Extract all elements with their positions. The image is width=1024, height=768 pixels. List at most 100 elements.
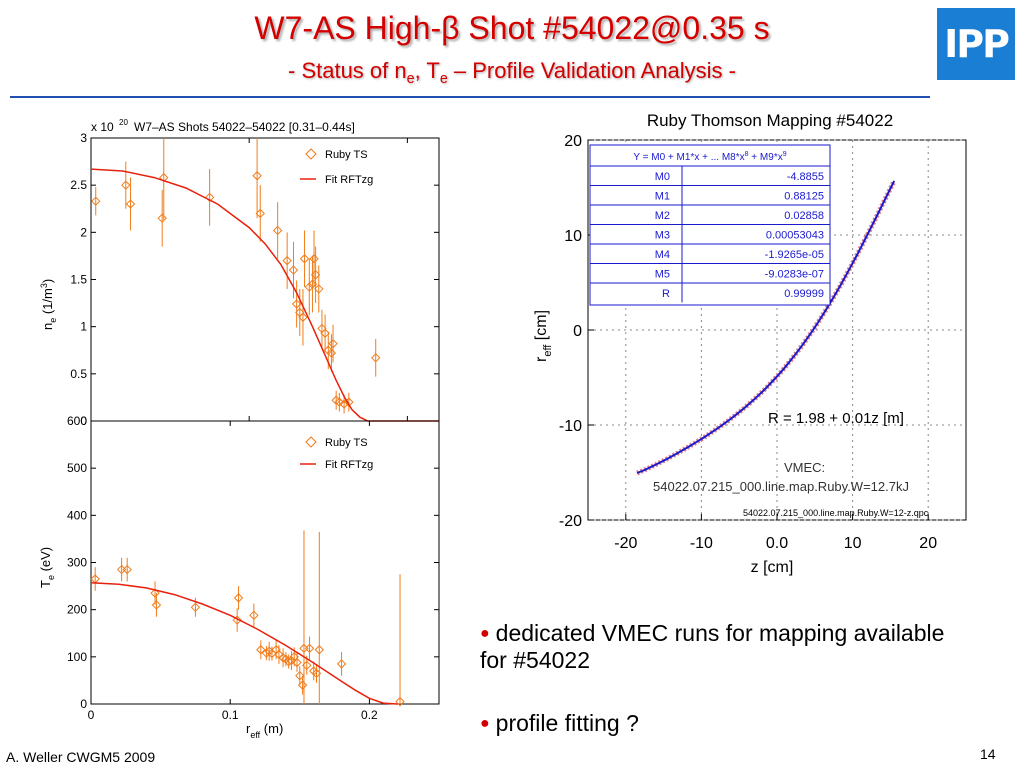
density-plot-frame — [90, 137, 440, 422]
data-point — [125, 199, 136, 209]
temperature-y-label: Te (eV) — [38, 547, 56, 588]
data-point — [249, 610, 259, 621]
mapping-chart-title: Ruby Thomson Mapping #54022 — [647, 111, 893, 130]
fit-table-value: -9.0283e-07 — [765, 269, 824, 281]
fit-table-param: M3 — [655, 230, 670, 242]
fit-table-param: R — [662, 288, 670, 300]
data-point — [288, 265, 299, 275]
subtitle-sub-te: e — [439, 71, 448, 87]
mapping-data — [636, 179, 897, 476]
bullet-dot-icon: ● — [480, 625, 490, 642]
data-point — [297, 680, 308, 690]
y-tick-label: 3 — [80, 131, 87, 145]
data-point — [122, 564, 132, 575]
y-tick-label: 0.5 — [70, 367, 87, 381]
page-number: 14 — [980, 746, 996, 762]
data-point — [336, 659, 347, 669]
x-tick-label: 0 — [88, 708, 95, 722]
x-tick-label: 20 — [919, 535, 937, 552]
fit-table: Y = M0 + M1*x + ... M8*x8 + M9*x9 M0 -4.8… — [589, 144, 831, 306]
legend-marker-ruby-ts — [305, 148, 317, 160]
bullet-item-2: ● profile fitting ? — [480, 710, 639, 736]
data-point — [278, 653, 288, 663]
data-point — [255, 208, 265, 219]
density-x-ticks — [90, 138, 408, 421]
data-point — [292, 657, 302, 668]
legend-label-fit: Fit RFTzg — [325, 459, 373, 471]
fit-table-value: 0.88125 — [784, 191, 824, 203]
y-tick-label: 400 — [67, 508, 87, 522]
data-point — [289, 652, 299, 662]
mapping-y-ticks: -20 -10 0 10 20 — [559, 133, 594, 530]
data-point — [283, 656, 294, 667]
y-tick-label: 1.5 — [70, 273, 87, 287]
title-divider — [10, 96, 930, 98]
ipp-logo: IPP — [937, 8, 1015, 80]
y-tick-label: 300 — [67, 556, 87, 570]
fit-table-value: -1.9265e-05 — [765, 249, 824, 261]
subtitle-suffix: – Profile Validation Analysis - — [447, 58, 736, 83]
vmec-file-label: 54022.07.215_000.line.map.Ruby.W=12.7kJ — [653, 479, 909, 494]
data-point — [157, 213, 167, 223]
y-tick-label: -10 — [559, 418, 582, 435]
fit-table-header: Y = M0 + M1*x + ... M8*x8 + M9*x9 — [633, 151, 786, 163]
fit-table-value: 0.02858 — [784, 210, 824, 222]
mapping-x-label: z [cm] — [751, 559, 794, 576]
vmec-label: VMEC: — [784, 460, 825, 475]
data-point — [233, 593, 244, 603]
y-tick-label: 200 — [67, 603, 87, 617]
y-tick-label: 0 — [80, 414, 87, 428]
y-tick-label: 20 — [564, 133, 582, 150]
data-point — [395, 696, 405, 707]
fit-table-param: M4 — [655, 249, 670, 261]
x-tick-label: 0.1 — [222, 708, 239, 722]
bullet-item-1: ● dedicated VMEC runs for mapping availab… — [480, 620, 945, 673]
data-point — [307, 279, 318, 289]
y-tick-label: -20 — [559, 513, 582, 530]
fit-curve — [90, 168, 439, 422]
legend-label-ruby-ts: Ruby TS — [325, 149, 368, 161]
legend-label-fit: Fit RFTzg — [325, 174, 373, 186]
data-point — [302, 660, 312, 671]
data-point — [314, 284, 324, 294]
mapping-x-ticks: -20 -10 0.0 10 20 — [614, 514, 937, 552]
fit-curve — [90, 582, 398, 705]
x-tick-label: 0.2 — [361, 708, 378, 722]
data-point — [334, 397, 345, 407]
subtitle-prefix: - Status of n — [288, 58, 407, 83]
y-tick-label: 10 — [564, 228, 582, 245]
density-y-label: ne (1/m3) — [39, 279, 58, 330]
mapping-fit-line — [636, 180, 896, 475]
density-multiplier: x 10 — [91, 120, 114, 134]
x-tick-label: 0.0 — [766, 535, 788, 552]
fit-table-value: -4.8855 — [787, 171, 824, 183]
y-tick-label: 500 — [67, 461, 87, 475]
y-tick-label: 100 — [67, 650, 87, 664]
slide-subtitle: - Status of ne, Te – Profile Validation … — [0, 58, 1024, 87]
density-legend: Ruby TS Fit RFTzg — [300, 148, 373, 186]
data-point — [320, 328, 330, 338]
data-point — [371, 353, 381, 363]
legend-marker-ruby-ts — [305, 436, 317, 448]
data-point — [331, 395, 341, 405]
fit-table-value: 0.00053043 — [766, 230, 824, 242]
data-point — [271, 645, 281, 655]
y-tick-label: 600 — [67, 414, 87, 428]
data-point — [282, 255, 292, 266]
data-point — [252, 171, 262, 181]
density-panel: x 10 20 W7–AS Shots 54022–54022 [0.31–0.… — [39, 118, 440, 428]
data-point — [291, 299, 302, 309]
data-point — [121, 180, 131, 190]
mapping-chart: Ruby Thomson Mapping #54022 -20-1001020 … — [533, 111, 967, 576]
fit-table-param: M0 — [655, 171, 670, 183]
data-point — [150, 588, 160, 598]
footer-author: A. Weller CWGM5 2009 — [6, 749, 156, 765]
svg-text:reff [cm]: reff [cm] — [533, 310, 554, 362]
fit-table-param: M1 — [655, 191, 670, 203]
y-tick-label: 0 — [573, 323, 582, 340]
x-tick-label: 10 — [844, 535, 862, 552]
data-point — [256, 645, 266, 655]
y-tick-label: 0 — [80, 697, 87, 711]
fit-table-value: 0.99999 — [784, 288, 824, 300]
bullet-dot-icon: ● — [480, 715, 490, 732]
